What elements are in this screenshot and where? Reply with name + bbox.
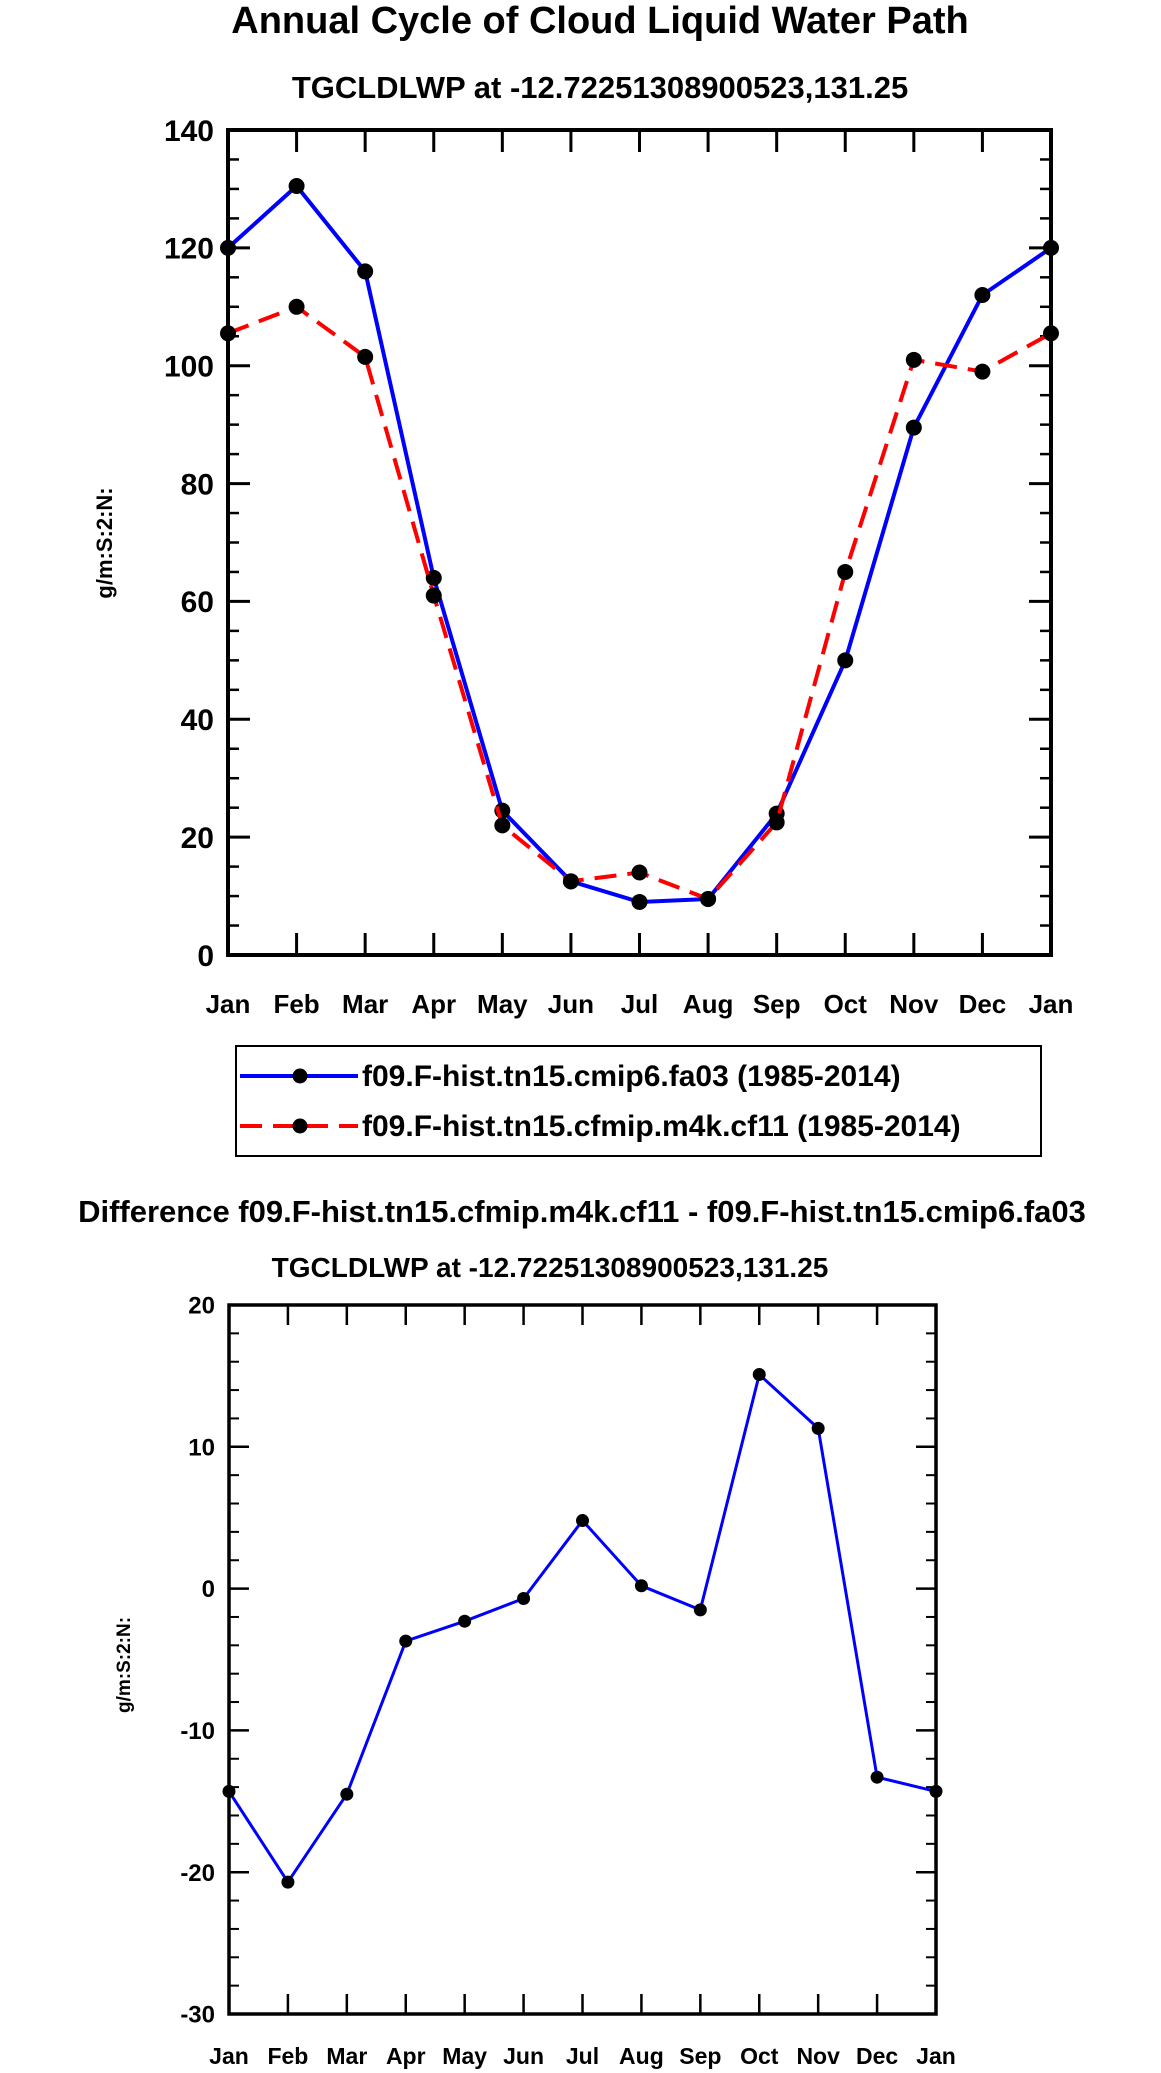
chart1-ytick-label: 20 — [181, 822, 214, 855]
chart1-ylabel: g/m:S:2:N: — [92, 487, 117, 598]
chart1-ytick-label: 100 — [164, 351, 214, 384]
chart2-series1-point — [458, 1614, 472, 1628]
legend-marker-series1 — [292, 1068, 308, 1084]
chart2-ytick-label: 20 — [188, 1293, 215, 1320]
chart1-xtick-label: Oct — [824, 989, 868, 1019]
chart1-ytick-label: 120 — [164, 233, 214, 266]
chart1-subtitle: TGCLDLWP at -12.72251308900523,131.25 — [292, 70, 908, 105]
chart1-series1-point — [905, 419, 922, 436]
chart2-ytick-label: -30 — [180, 2002, 215, 2029]
chart2-xtick-label: Jan — [209, 2043, 249, 2069]
legend-label-series2: f09.F-hist.tn15.cfmip.m4k.cf11 (1985-201… — [362, 1110, 961, 1143]
chart1-series1-point — [1043, 239, 1059, 256]
chart2-xtick-label: Apr — [386, 2043, 426, 2069]
legend-box — [235, 1045, 1042, 1157]
chart1-ytick-label: 60 — [181, 586, 214, 619]
chart2-ytick-label: -10 — [180, 1718, 215, 1745]
chart1-xtick-label: Feb — [273, 989, 319, 1019]
chart1-xtick-label: Jan — [1029, 989, 1074, 1019]
chart1-series2-point — [1043, 325, 1059, 342]
chart2-series1-point — [870, 1770, 884, 1784]
chart1-xtick-label: Dec — [959, 989, 1007, 1019]
chart1-series2-point — [700, 891, 717, 908]
chart1-series1-point — [425, 569, 442, 586]
chart2-series1-point — [281, 1875, 295, 1889]
chart2-xtick-label: Nov — [796, 2043, 840, 2069]
chart1-series2-point — [288, 298, 305, 315]
chart1-series1-line — [226, 184, 1053, 904]
chart2-title: Difference f09.F-hist.tn15.cfmip.m4k.cf1… — [78, 1194, 1086, 1229]
chart2-xtick-label: Jan — [916, 2043, 956, 2069]
chart2-xtick-label: May — [442, 2043, 487, 2069]
chart2-series1-point — [929, 1784, 943, 1798]
chart1-ytick-label: 0 — [197, 940, 214, 973]
chart2-series1-point — [340, 1787, 354, 1801]
chart1-xtick-label: Apr — [411, 989, 456, 1019]
chart2-series1-point — [811, 1421, 825, 1435]
chart2-xtick-label: Aug — [619, 2043, 664, 2069]
legend: f09.F-hist.tn15.cmip6.fa03 (1985-2014) f… — [235, 1045, 1042, 1157]
chart1-series1-point — [837, 652, 854, 669]
chart1-series2-point — [768, 814, 785, 831]
chart2-xtick-label: Mar — [326, 2043, 367, 2069]
chart2-series1-point — [517, 1592, 531, 1606]
chart1-xtick-label: Mar — [342, 989, 388, 1019]
chart2-ytick-label: 10 — [188, 1434, 215, 1461]
chart2-xtick-label: Jul — [566, 2043, 599, 2069]
chart1-series2-point — [562, 873, 579, 890]
chart2-frame — [227, 1303, 938, 2016]
chart1-series1-point — [357, 263, 374, 280]
chart1-series2-point — [837, 563, 854, 580]
chart1-series2-point — [357, 348, 374, 365]
chart2-series1-point — [634, 1579, 648, 1593]
chart1-series1-point — [220, 239, 236, 256]
chart2-series1-point — [693, 1603, 707, 1617]
chart1-xtick-label: Jun — [548, 989, 594, 1019]
chart1-series2-point — [631, 864, 648, 881]
chart2-ylabel: g/m:S:2:N: — [114, 1617, 135, 1713]
chart2-series1-point — [399, 1634, 413, 1648]
chart1-series1-point — [974, 287, 991, 303]
chart1-series2-point — [494, 817, 511, 834]
chart1-xtick-label: Jan — [206, 989, 251, 1019]
chart1-plot: 0 20 40 60 80 100 120 140 Jan Feb Mar Apr May Jun Jul A… — [164, 115, 1073, 1019]
legend-label-series1: f09.F-hist.tn15.cmip6.fa03 (1985-2014) — [362, 1060, 901, 1093]
chart1-series2-line — [227, 304, 1052, 901]
chart1-ytick-label: 80 — [181, 468, 214, 501]
chart2-xtick-label: Sep — [679, 2043, 721, 2069]
chart1-series2-point — [905, 351, 922, 368]
chart2-ytick-label: 0 — [202, 1576, 215, 1603]
chart1-series2-point — [220, 325, 236, 342]
chart1-series2-point — [974, 363, 991, 380]
legend-marker-series2 — [292, 1118, 308, 1134]
chart1-xtick-label: Jul — [621, 989, 659, 1019]
chart2-xtick-label: Dec — [856, 2043, 898, 2069]
chart1-title: Annual Cycle of Cloud Liquid Water Path — [231, 0, 969, 42]
chart1-xtick-label: Aug — [683, 989, 734, 1019]
chart2-series1-line — [227, 1373, 937, 1884]
chart1-xtick-label: Nov — [889, 989, 939, 1019]
chart1-series2-point — [425, 587, 442, 604]
chart2-ytick-label: -20 — [180, 1860, 215, 1887]
chart1-series1-point — [631, 893, 648, 910]
chart1-series1-point — [288, 177, 305, 194]
chart1-ytick-label: 140 — [164, 115, 214, 148]
chart2-series1-point — [576, 1514, 589, 1528]
chart1-xtick-label: Sep — [753, 989, 801, 1019]
chart1-ytick-label: 40 — [181, 704, 214, 737]
chart2-series1-point — [752, 1367, 766, 1381]
chart2-series1-point — [222, 1784, 236, 1798]
chart2-subtitle: TGCLDLWP at -12.72251308900523,131.25 — [272, 1252, 829, 1283]
chart1-xtick-label: May — [477, 989, 528, 1019]
chart2-xtick-label: Jun — [503, 2043, 544, 2069]
chart2-plot: -30 -20 -10 0 10 20 Jan Feb Mar Apr May Jun Jul Aug Se… — [180, 1293, 956, 2069]
chart2-xtick-label: Oct — [740, 2043, 779, 2069]
chart2-xtick-label: Feb — [267, 2043, 308, 2069]
